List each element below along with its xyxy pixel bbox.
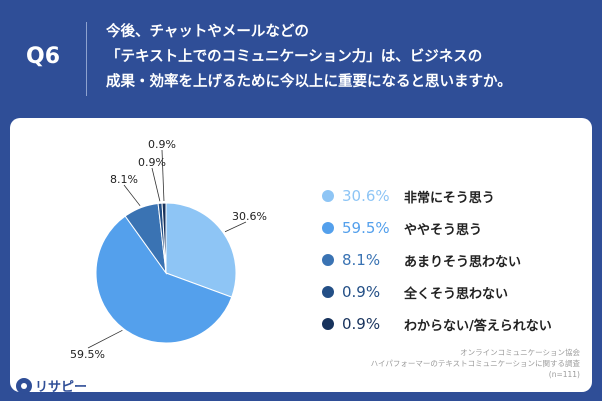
slice-label: 30.6% [232, 210, 267, 223]
legend-dot [322, 190, 334, 202]
legend-label: 非常にそう思う [404, 190, 495, 206]
question-number: Q6 [26, 44, 61, 69]
pie-slice [95, 215, 233, 344]
legend-dot [322, 222, 334, 234]
pie-slice [161, 202, 167, 274]
leader-line [151, 167, 161, 202]
pie-chart: 30.6%59.5%8.1%0.9%0.9% [70, 138, 267, 361]
source-line: ハイパフォーマーのテキストコミュニケーションに関する調査 [370, 359, 580, 368]
source-line: オンラインコミュニケーション協会 [460, 348, 580, 357]
legend-dot [322, 254, 334, 266]
slice-label: 8.1% [110, 173, 138, 186]
legend-row: 59.5% ややそう思う [322, 212, 552, 244]
leader-line [224, 221, 247, 233]
slice-label: 0.9% [138, 156, 166, 169]
header-divider [86, 22, 87, 96]
legend-row: 30.6% 非常にそう思う [322, 180, 552, 212]
question-line: 今後、チャットやメールなどの [106, 24, 309, 40]
legend-label: ややそう思う [404, 222, 483, 238]
question-line: 「テキスト上でのコミュニケーション力」は、ビジネスの [106, 49, 483, 65]
question-text: 今後、チャットやメールなどの 「テキスト上でのコミュニケーション力」は、ビジネス… [106, 20, 586, 95]
legend-percent: 0.9% [342, 315, 381, 333]
question-line: 成果・効率を上げるために今以上に重要になると思いますか。 [106, 74, 512, 90]
legend-percent: 59.5% [342, 219, 390, 237]
leader-line [161, 149, 165, 202]
brand-logo: リサピー [16, 376, 87, 395]
legend-dot [322, 286, 334, 298]
legend-row: 8.1% あまりそう思わない [322, 244, 552, 276]
legend-percent: 8.1% [342, 251, 381, 269]
legend-dot [322, 318, 334, 330]
leader-line [123, 184, 141, 207]
legend: 30.6% 非常にそう思う 59.5% ややそう思う 8.1% あまりそう思わな… [322, 180, 552, 340]
chart-card: 30.6% 59.5% 8.1% 0.9% 0.9% 30.6% 非常にそう思う 59.… [10, 118, 592, 392]
source-note: オンラインコミュニケーション協会 ハイパフォーマーのテキストコミュニケーションに… [371, 347, 580, 380]
legend-percent: 30.6% [342, 187, 390, 205]
logo-text: リサピー [35, 380, 88, 395]
legend-row: 0.9% 全くそう思わない [322, 276, 552, 308]
legend-label: 全くそう思わない [404, 286, 509, 302]
legend-label: あまりそう思わない [404, 254, 522, 270]
pie-slice [165, 202, 237, 298]
slice-label: 0.9% [148, 138, 176, 151]
slice-label: 59.5% [70, 348, 105, 361]
legend-row: 0.9% わからない/答えられない [322, 308, 552, 340]
legend-label: わからない/答えられない [404, 318, 552, 334]
source-line: (n=111) [548, 370, 580, 379]
magnifier-pin-icon [16, 377, 32, 394]
legend-percent: 0.9% [342, 283, 381, 301]
leader-line [87, 329, 123, 349]
